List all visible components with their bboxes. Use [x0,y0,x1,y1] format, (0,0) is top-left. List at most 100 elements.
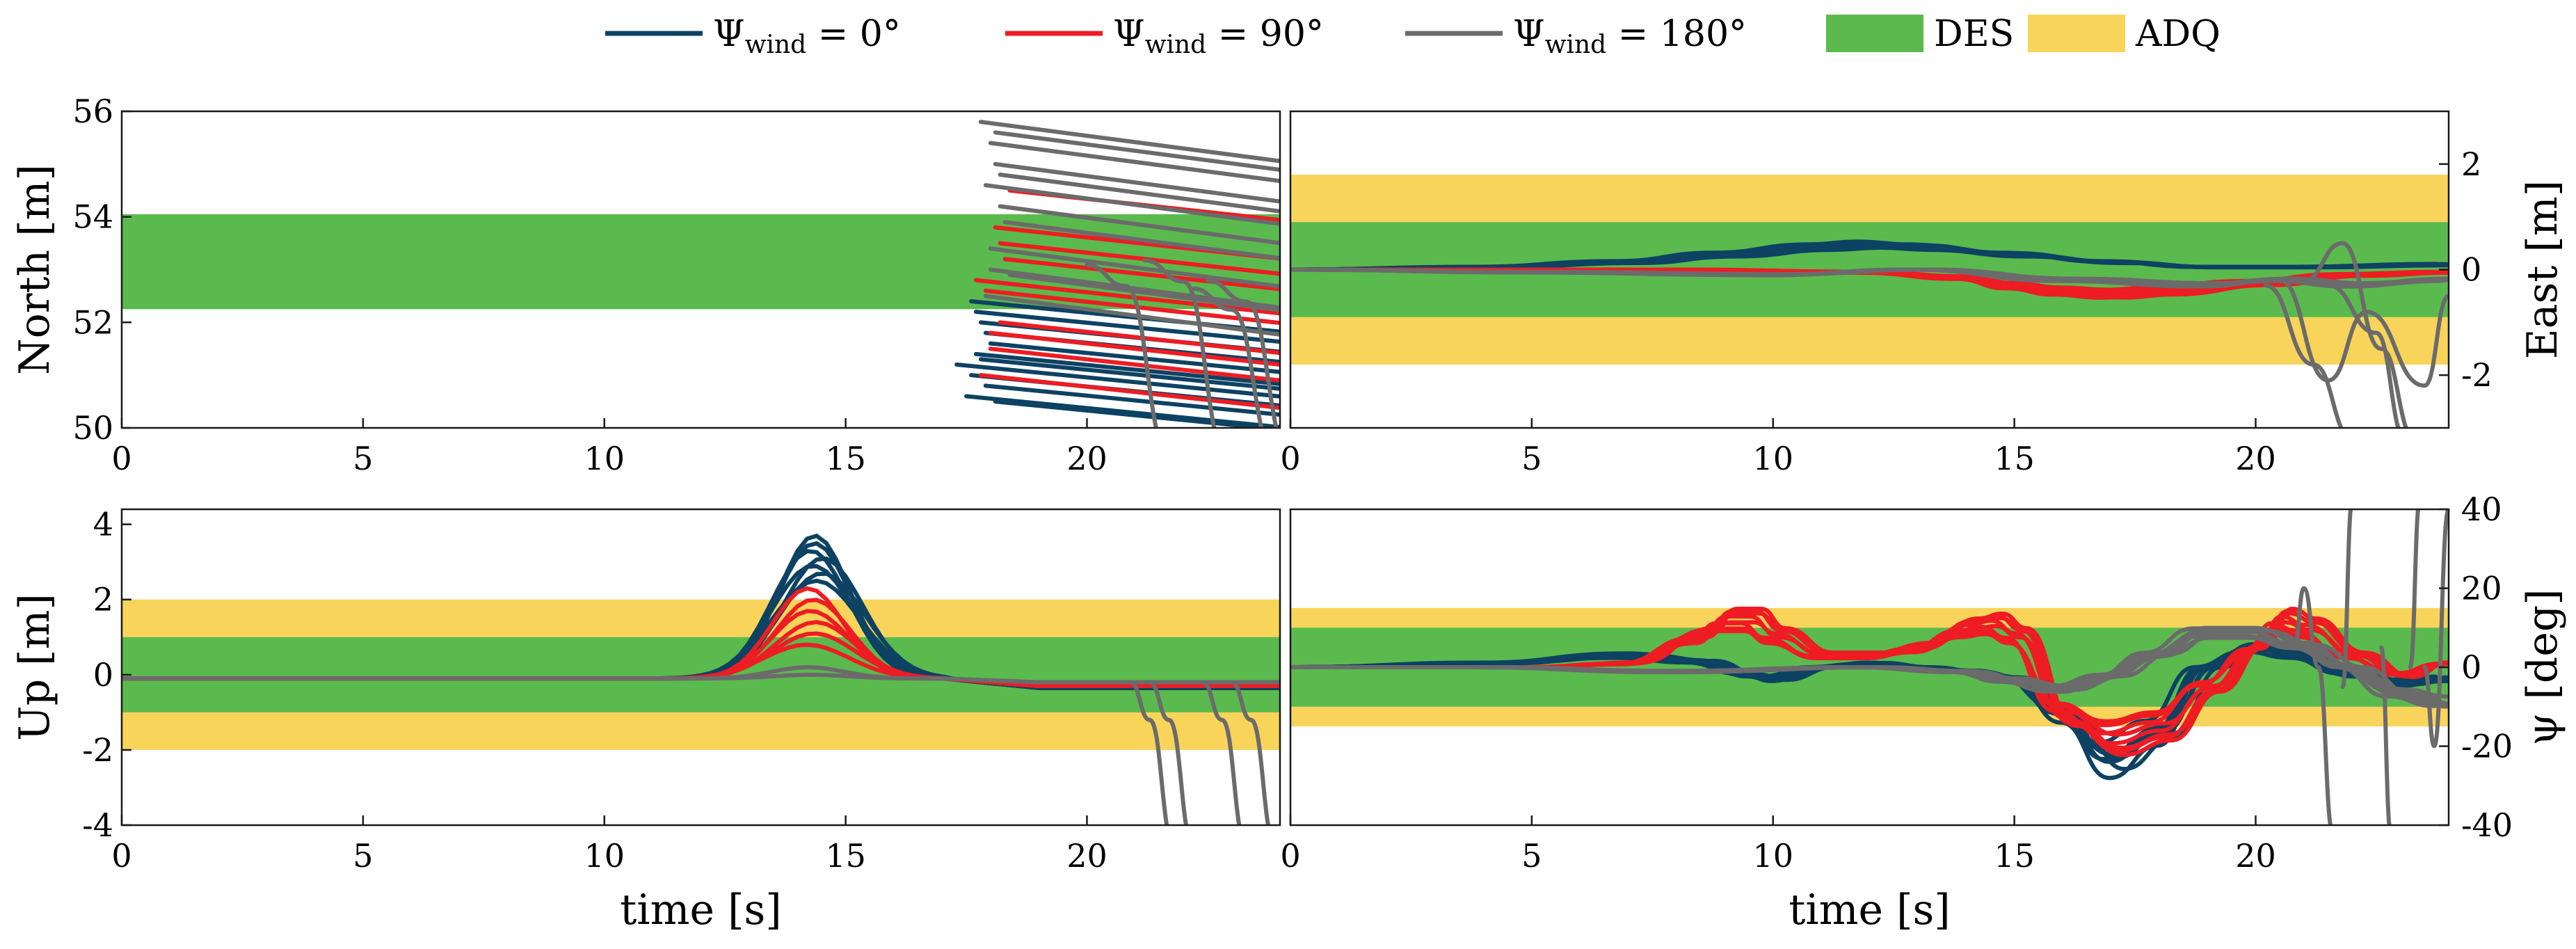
psi-diverge-3 [2408,509,2420,669]
psi-xtick-label-2: 10 [1752,837,1793,875]
east-xtick-label-0: 0 [1280,440,1300,477]
north-series-wind_180 [978,120,1280,428]
psi-diverge-4 [2422,509,2449,749]
up-diverge-1 [1147,680,1189,825]
east-trace-wind_0-5 [1290,241,2443,272]
east-xtick-label-1: 5 [1521,440,1542,477]
north-ytick-label-3: 56 [72,93,113,130]
psi-ytick-label-0: -40 [2461,806,2513,844]
north-trace-wind_180-9 [993,130,1280,173]
up-ytick-label-1: -2 [82,731,113,769]
psi-ylabel: ψ [deg] [2518,589,2567,745]
up-ytick-label-2: 0 [93,656,113,694]
legend-label-2: Ψwind = 180° [1513,13,1747,59]
up-xtick-label-3: 15 [825,837,866,875]
up-axes-frame [120,508,1281,827]
north-ytick-label-2: 54 [72,198,113,236]
up-xtick-label-4: 20 [1066,837,1107,875]
up-ylabel: Up [m] [10,593,59,741]
east-series-wind_180 [1290,241,2449,428]
legend-label-adq: ADQ [2135,13,2221,55]
east-panel: 0 5 10 15 20 -2 0 2 East [m] [1280,110,2567,477]
up-xtick-label-1: 5 [353,837,373,875]
psi-xtick-label-3: 15 [1994,837,2035,875]
legend-label-0: Ψwind = 0° [713,13,901,59]
north-diverge-0 [1085,262,1159,428]
up-ytick-label-4: 4 [93,506,113,543]
up-xtick-label-0: 0 [111,837,131,875]
north-xtick-label-3: 15 [825,440,866,477]
psi-ytick-label-4: 40 [2461,491,2502,528]
east-trace-wind_90-5 [1290,267,2442,300]
north-xtick-label-0: 0 [111,440,131,477]
north-trace-wind_0-11 [978,357,1280,391]
psi-ytick-label-2: 0 [2461,648,2481,686]
psi-diverge-1 [2340,509,2353,689]
up-xlabel: time [s] [620,886,781,934]
north-trace-wind_0-9 [993,399,1280,428]
legend-patch-des [1826,15,1923,52]
north-trace-wind_180-5 [1002,220,1280,261]
psi-series-wind_180 [1290,509,2449,825]
north-axes-frame [120,110,1281,429]
north-trace-wind_0-3 [973,351,1280,386]
north-trace-wind_90-3 [983,288,1280,326]
north-trace-wind_90-1 [988,346,1280,383]
psi-series-wind_90 [1290,606,2449,758]
psi-ytick-label-1: -20 [2461,728,2513,765]
east-series-wind_0 [1290,239,2449,272]
north-xtick-label-4: 20 [1066,440,1107,477]
east-ytick-label-1: 0 [2461,251,2481,289]
legend-label-1: Ψwind = 90° [1113,13,1324,59]
north-diverge-2 [1191,286,1264,428]
north-ytick-label-0: 50 [72,409,113,447]
north-panel: 0 5 10 15 20 50 52 54 56 North [m] [10,93,1281,477]
north-series-wind_0 [954,299,1280,428]
north-trace-wind_180-2 [993,161,1280,204]
north-trace-wind_180-0 [978,120,1280,164]
east-ylabel: East [m] [2518,180,2567,359]
north-trace-wind_90-8 [988,330,1280,367]
north-xtick-label-1: 5 [353,440,373,477]
psi-diverge-2 [2378,645,2392,825]
east-diverge-2 [2301,241,2409,428]
up-xtick-label-2: 10 [584,837,625,875]
east-trace-wind_180-5 [1290,267,2449,286]
psi-trace-wind_90-7 [1290,620,2449,737]
north-ylabel: North [m] [10,164,59,375]
north-trace-wind_0-1 [964,394,1280,428]
north-trace-wind_180-11 [988,267,1280,310]
psi-trace-wind_180-7 [1290,628,2449,706]
north-trace-wind_180-3 [983,183,1280,226]
psi-xtick-label-4: 20 [2235,837,2276,875]
up-series-wind_180 [122,664,1280,825]
north-trace-wind_180-4 [998,204,1280,246]
up-diverge-0 [1128,680,1169,825]
north-trace-wind_90-0 [978,373,1280,410]
east-xtick-label-2: 10 [1752,440,1793,477]
psi-panel: 0 5 10 15 20 -40 -20 0 20 40 ψ [deg] time [s] [1280,491,2567,934]
north-trace-wind_180-1 [988,141,1280,184]
east-xtick-label-3: 15 [1994,440,2035,477]
north-trace-wind_90-4 [1002,257,1280,292]
up-panel: 0 5 10 15 20 -4 -2 0 2 4 Up [m] time [s] [10,506,1281,934]
legend-patch-adq [2028,15,2125,52]
legend: Ψwind = 0° Ψwind = 90° Ψwind = 180° DES ADQ [605,13,2221,59]
north-trace-wind_0-5 [983,383,1280,417]
north-trace-wind_90-9 [998,241,1280,276]
north-trace-wind_90-2 [998,320,1280,356]
east-ytick-label-2: 2 [2461,145,2481,183]
north-diverge-1 [1142,258,1217,428]
east-xtick-label-4: 20 [2235,440,2276,477]
up-traces [122,533,1280,825]
psi-xlabel: time [s] [1789,886,1950,934]
north-trace-wind_180-8 [983,294,1280,337]
up-ytick-label-3: 2 [93,581,113,619]
up-diverge-3 [1229,680,1271,825]
psi-xtick-label-1: 5 [1521,837,1542,875]
north-trace-wind_0-0 [954,362,1280,399]
psi-diverge-0 [2292,586,2333,825]
north-trace-wind_180-10 [998,173,1280,214]
north-xtick-label-2: 10 [584,440,625,477]
